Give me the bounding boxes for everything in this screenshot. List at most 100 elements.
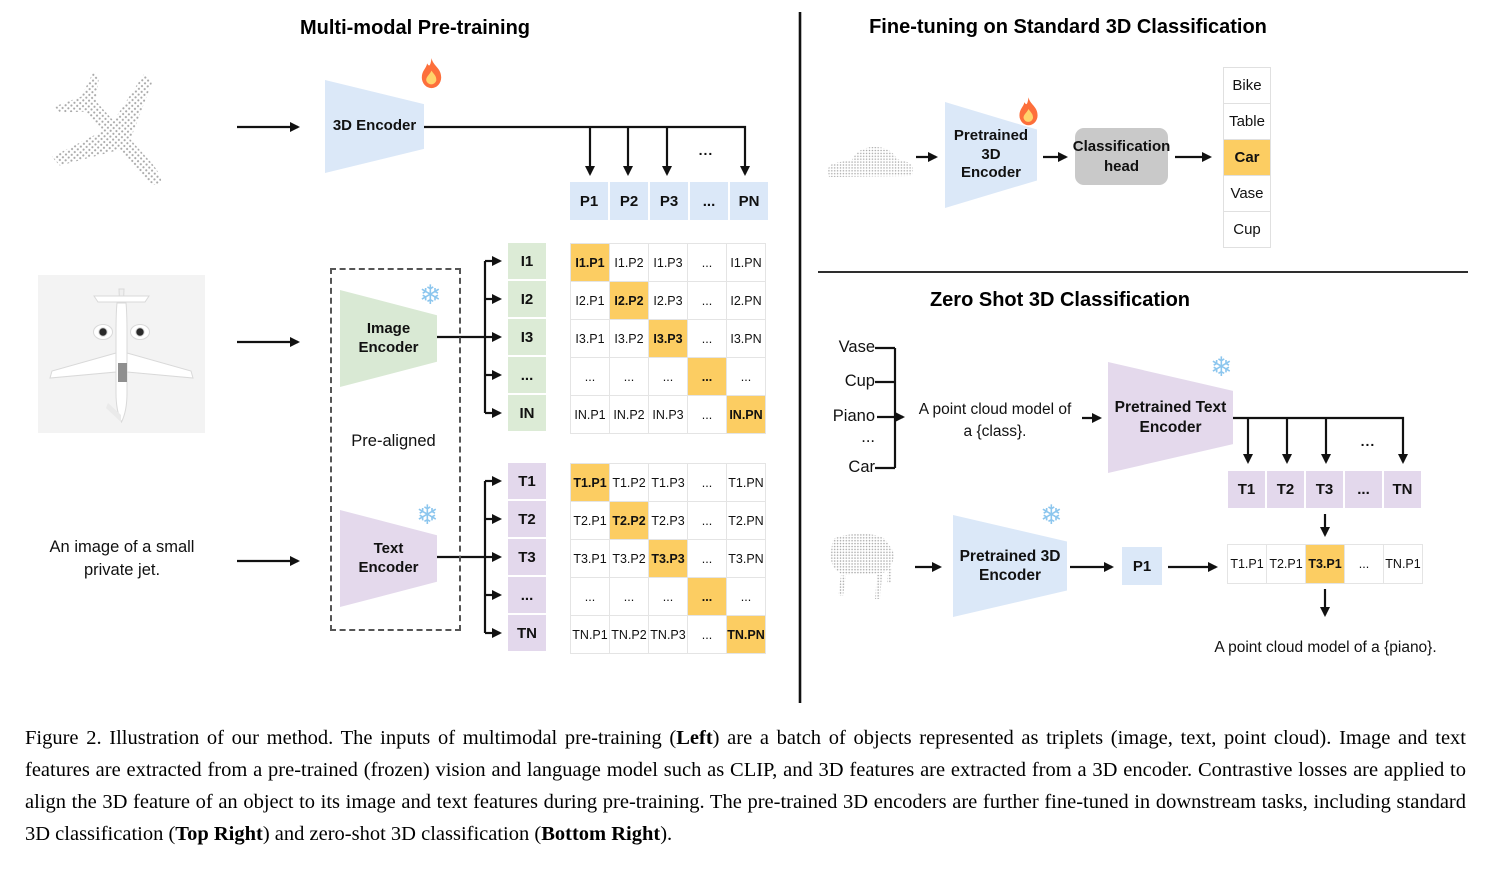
- i-matrix-cell: I2.PN: [727, 282, 765, 319]
- result-cell: T2.P1: [1267, 545, 1305, 583]
- t-matrix-cell-highlighted: ...: [688, 578, 726, 615]
- i-matrix-cell: ...: [688, 396, 726, 433]
- i-matrix-cell: I3.P1: [571, 320, 609, 357]
- t-matrix-cell: T3.P1: [571, 540, 609, 577]
- zs-t-cell: T1: [1228, 471, 1265, 508]
- t-matrix-cell: T1.P2: [610, 464, 648, 501]
- class-cell: Vase: [1224, 176, 1270, 211]
- i-matrix-cell: I1.PN: [727, 244, 765, 281]
- t-matrix-cell: ...: [649, 578, 687, 615]
- zs-t-cell: T3: [1306, 471, 1343, 508]
- t-matrix-cell: TN.P1: [571, 616, 609, 653]
- t-matrix-cell: T3.PN: [727, 540, 765, 577]
- t-label-cell: T2: [508, 501, 546, 537]
- result-cell-highlighted: T3.P1: [1306, 545, 1344, 583]
- class-bracket: [875, 346, 897, 470]
- fanout-ellipsis: ...: [1360, 433, 1376, 449]
- t-matrix-cell: ...: [688, 540, 726, 577]
- airplane-pointcloud-image: [51, 71, 162, 185]
- i-matrix-cell: ...: [727, 358, 765, 395]
- i-matrix-cell: I1.P3: [649, 244, 687, 281]
- image-feature-column: I1 I2 I3... IN: [508, 243, 546, 431]
- i-matrix-cell: ...: [571, 358, 609, 395]
- i-matrix-cell-highlighted: I1.P1: [571, 244, 609, 281]
- p-cell: PN: [730, 182, 768, 220]
- p-cell: P1: [570, 182, 608, 220]
- class-cell: Cup: [1224, 212, 1270, 247]
- t-matrix-cell: T2.P1: [571, 502, 609, 539]
- fire-icon: [421, 58, 442, 89]
- image-encoder-label: Image Encoder: [358, 319, 419, 356]
- line-text-encoder-output: [1233, 416, 1409, 465]
- i-matrix-cell-highlighted: I2.P2: [610, 282, 648, 319]
- piano-pointcloud-image: [830, 533, 894, 599]
- prealigned-box: [330, 268, 461, 631]
- 3d-encoder-label: 3D Encoder: [332, 117, 417, 135]
- i-label-cell: I1: [508, 243, 546, 279]
- t-matrix-cell-highlighted: T3.P3: [649, 540, 687, 577]
- zeroshot-panel-title: Zero Shot 3D Classification: [929, 289, 1191, 311]
- snowflake-icon: ❄: [1040, 500, 1063, 531]
- caption-segment: Figure 2. Illustration of our method. Th…: [25, 727, 677, 749]
- i-matrix-cell: I3.PN: [727, 320, 765, 357]
- t-label-cell: TN: [508, 615, 546, 651]
- classification-head-block: Classification head: [1072, 128, 1171, 185]
- p-cell: ...: [690, 182, 728, 220]
- t-matrix-cell: T1.PN: [727, 464, 765, 501]
- p1-feature-cell: P1: [1122, 547, 1162, 585]
- i-label-cell: ...: [508, 357, 546, 393]
- zs-t-cell: ...: [1345, 471, 1382, 508]
- class-prediction-list: Bike Table Car Vase Cup: [1223, 67, 1271, 248]
- caption-segment: ) are a batch of objects represented as …: [25, 727, 1466, 845]
- caption-bold-segment: Top Right: [175, 822, 263, 845]
- caption-segment: ) and zero-shot 3D classification (: [262, 822, 542, 845]
- i-matrix-cell: I2.P1: [571, 282, 609, 319]
- t-matrix-cell: TN.P3: [649, 616, 687, 653]
- zs-t-cell: TN: [1384, 471, 1421, 508]
- t-matrix-cell: T2.PN: [727, 502, 765, 539]
- t-matrix-cell: ...: [610, 578, 648, 615]
- caption-segment: ).: [660, 822, 673, 845]
- i-label-cell: IN: [508, 395, 546, 431]
- connector-layer: [237, 12, 1468, 703]
- text-pointcloud-similarity-matrix: T1.P1 T1.P2 T1.P3... T1.PN T2.P1 T2.P2 T2.P3..…: [570, 463, 766, 654]
- image-pointcloud-similarity-matrix: I1.P1 I1.P2 I1.P3... I1.PN I2.P1 I2.P2 I2.P3..…: [570, 243, 766, 434]
- result-cell: T1.P1: [1228, 545, 1266, 583]
- zeroshot-result-text: A point cloud model of a {piano}.: [1214, 639, 1437, 656]
- t-matrix-cell: T3.P2: [610, 540, 648, 577]
- t-matrix-cell: T2.P3: [649, 502, 687, 539]
- i-matrix-cell: IN.P2: [610, 396, 648, 433]
- prompt-class-ellipsis: ...: [861, 428, 875, 446]
- fanout-ellipsis: ...: [698, 142, 714, 158]
- caption-bold-segment: Left: [676, 727, 713, 749]
- text-feature-column: T1 T2 T3... TN: [508, 463, 546, 651]
- prompt-class-car: Car: [848, 458, 875, 476]
- t-matrix-cell-highlighted: T1.P1: [571, 464, 609, 501]
- i-matrix-cell-highlighted: I3.P3: [649, 320, 687, 357]
- snowflake-icon: ❄: [1210, 352, 1233, 383]
- snowflake-icon: ❄: [419, 280, 442, 311]
- i-matrix-cell-highlighted: IN.PN: [727, 396, 765, 433]
- t-matrix-cell: ...: [727, 578, 765, 615]
- fire-icon: [1019, 97, 1038, 126]
- t-matrix-cell: TN.P2: [610, 616, 648, 653]
- t-label-cell: T1: [508, 463, 546, 499]
- i-matrix-cell: ...: [688, 282, 726, 319]
- result-cell: ...: [1345, 545, 1383, 583]
- class-cell-highlighted: Car: [1224, 140, 1270, 175]
- airplane-photo: [38, 275, 205, 433]
- t-matrix-cell: ...: [688, 464, 726, 501]
- p-feature-row: P1 P2 P3... PN: [570, 182, 768, 220]
- text-input-caption: An image of a small private jet.: [49, 538, 195, 580]
- snowflake-icon: ❄: [416, 500, 439, 531]
- prompt-class-cup: Cup: [844, 372, 875, 390]
- class-cell: Bike: [1224, 68, 1270, 103]
- prompt-template-text: A point cloud model of a {class}.: [918, 401, 1072, 441]
- prealigned-label: Pre-aligned: [351, 432, 436, 450]
- t-matrix-cell: T1.P3: [649, 464, 687, 501]
- zeroshot-similarity-row: T1.P1 T2.P1 T3.P1... TN.P1: [1227, 544, 1423, 584]
- pretrained-3d-encoder-label: Pretrained 3D Encoder: [953, 126, 1029, 182]
- result-cell: TN.P1: [1384, 545, 1422, 583]
- classification-head-label: Classification head: [1072, 138, 1171, 175]
- i-label-cell: I2: [508, 281, 546, 317]
